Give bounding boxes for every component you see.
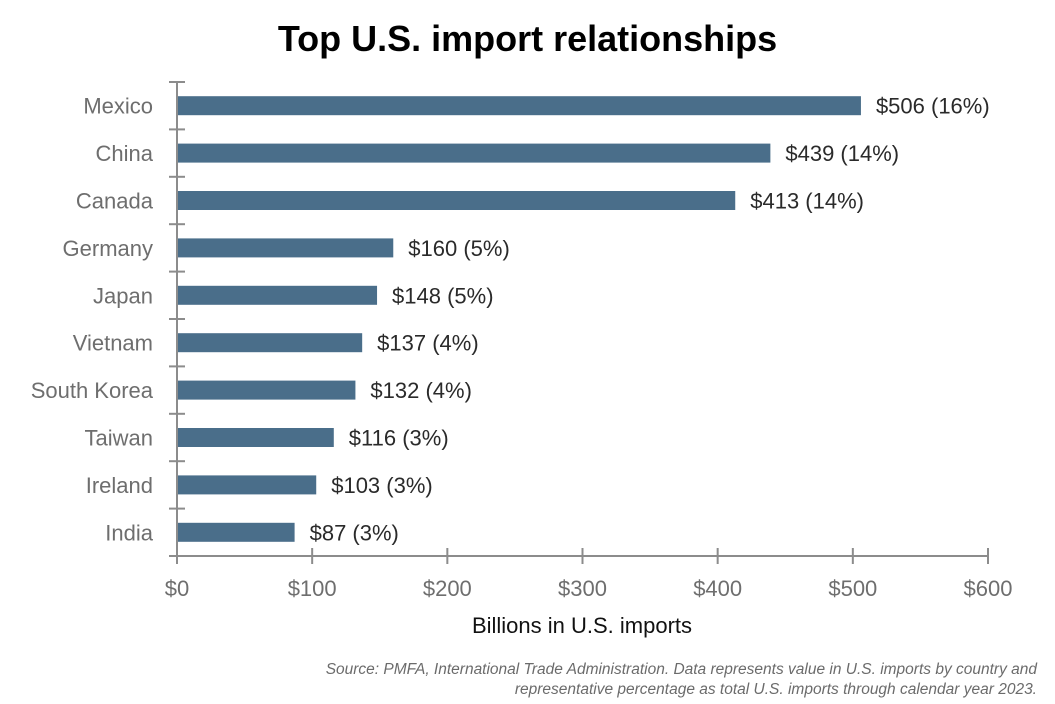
x-tick-label: $300: [558, 576, 607, 601]
x-tick-label: $600: [964, 576, 1013, 601]
category-label: Vietnam: [73, 331, 153, 356]
data-label: $87 (3%): [310, 520, 399, 545]
category-label: South Korea: [31, 378, 154, 403]
chart-title: Top U.S. import relationships: [277, 18, 778, 59]
x-tick-label: $400: [693, 576, 742, 601]
data-label: $103 (3%): [331, 473, 433, 498]
data-label: $439 (14%): [785, 141, 899, 166]
bar-germany: [177, 238, 394, 258]
data-label: $413 (14%): [750, 189, 864, 214]
bar-india: [177, 522, 295, 542]
bar-canada: [177, 191, 736, 210]
category-label: Germany: [63, 236, 153, 261]
bars-group: Mexico $506 (16%) China $439 (14%) Canada $41…: [31, 94, 990, 546]
bar-china: [177, 143, 771, 163]
x-axis-label: Billions in U.S. imports: [472, 613, 692, 638]
bar-japan: [177, 285, 378, 305]
category-label: India: [105, 520, 153, 545]
data-label: $116 (3%): [349, 426, 449, 451]
data-label: $506 (16%): [876, 94, 990, 119]
data-label: $160 (5%): [408, 236, 510, 261]
data-label: $148 (5%): [392, 283, 494, 308]
axes-group: $0 $100 $200 $300 $400 $500 $600: [165, 81, 1013, 601]
source-note: Source: PMFA, International Trade Admini…: [325, 661, 1037, 698]
category-label: Taiwan: [85, 426, 153, 451]
bar-south-korea: [177, 380, 356, 400]
x-tick-label: $0: [165, 576, 189, 601]
category-label: China: [96, 141, 154, 166]
data-label: $132 (4%): [370, 378, 472, 403]
x-tick-label: $200: [423, 576, 472, 601]
category-label: Ireland: [86, 473, 153, 498]
bar-mexico: [177, 96, 861, 116]
category-label: Japan: [93, 283, 153, 308]
bar-ireland: [177, 475, 317, 495]
data-label: $137 (4%): [377, 331, 479, 356]
x-tick-label: $100: [288, 576, 337, 601]
category-label: Canada: [76, 189, 154, 214]
bar-taiwan: [177, 428, 334, 447]
x-tick-label: $500: [828, 576, 877, 601]
bar-vietnam: [177, 333, 363, 353]
category-label: Mexico: [83, 94, 153, 119]
